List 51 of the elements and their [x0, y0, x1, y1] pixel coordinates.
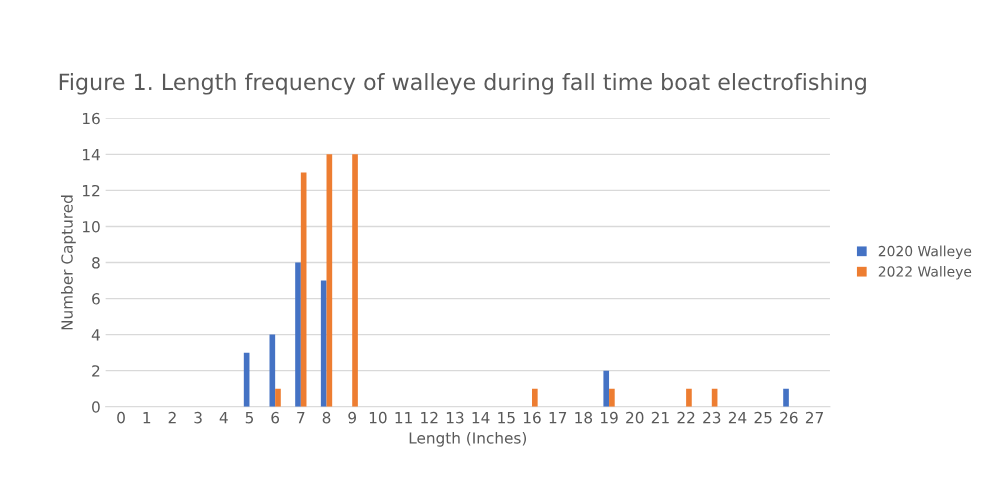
legend-label: 2022 Walleye — [878, 265, 972, 280]
x-tick-label: 13 — [446, 411, 464, 424]
bar — [275, 388, 281, 407]
x-tick-label: 18 — [575, 411, 593, 424]
bar — [686, 388, 692, 407]
x-tick-label: 25 — [754, 411, 772, 424]
x-tick-label: 22 — [677, 411, 695, 424]
x-tick-label: 10 — [369, 411, 387, 424]
x-tick-label: 27 — [805, 411, 823, 424]
x-tick-label: 14 — [472, 412, 490, 424]
bar — [320, 280, 327, 407]
x-tick-label: 3 — [194, 411, 202, 424]
x-axis-title: Length (Inches) — [409, 431, 527, 447]
bar — [295, 262, 301, 407]
x-tick-label: 26 — [780, 411, 798, 424]
x-tick-label: 8 — [322, 411, 331, 424]
x-tick-label: 0 — [117, 411, 125, 424]
x-tick-label: 23 — [703, 411, 721, 424]
chart-title: Figure 1. Length frequency of walleye during fall time boat electrofishing — [59, 73, 866, 95]
x-tick-label: 19 — [601, 411, 618, 424]
x-tick-label: 5 — [245, 412, 253, 424]
bar — [352, 154, 358, 407]
y-axis-title: Number Captured — [60, 195, 76, 330]
y-tick-label: 0 — [92, 401, 100, 413]
x-tick-label: 6 — [271, 411, 280, 424]
bar — [609, 388, 615, 407]
x-tick-label: 16 — [523, 411, 541, 424]
x-tick-label: 17 — [549, 412, 567, 424]
x-tick-label: 9 — [348, 411, 356, 424]
y-tick-label: 2 — [92, 365, 100, 377]
y-tick-label: 10 — [83, 220, 100, 233]
x-tick-label: 11 — [395, 412, 412, 424]
bar — [603, 370, 610, 407]
legend-label: 2020 Walleye — [878, 245, 972, 260]
x-tick-label: 1 — [143, 412, 151, 424]
bar — [783, 388, 789, 407]
x-tick-label: 4 — [219, 412, 228, 424]
y-tick-label: 16 — [83, 112, 100, 125]
x-tick-label: 20 — [626, 411, 644, 424]
y-tick-label: 8 — [92, 256, 100, 269]
bar — [532, 388, 538, 407]
y-tick-label: 4 — [91, 329, 100, 341]
x-tick-label: 21 — [651, 411, 669, 424]
y-tick-label: 12 — [83, 184, 100, 197]
y-tick-label: 6 — [92, 293, 100, 305]
x-tick-label: 15 — [498, 412, 515, 424]
x-tick-label: 7 — [297, 412, 305, 424]
y-tick-label: 14 — [83, 149, 100, 161]
x-tick-label: 12 — [421, 411, 438, 424]
x-tick-label: 24 — [728, 411, 747, 424]
x-tick-label: 2 — [168, 411, 176, 424]
